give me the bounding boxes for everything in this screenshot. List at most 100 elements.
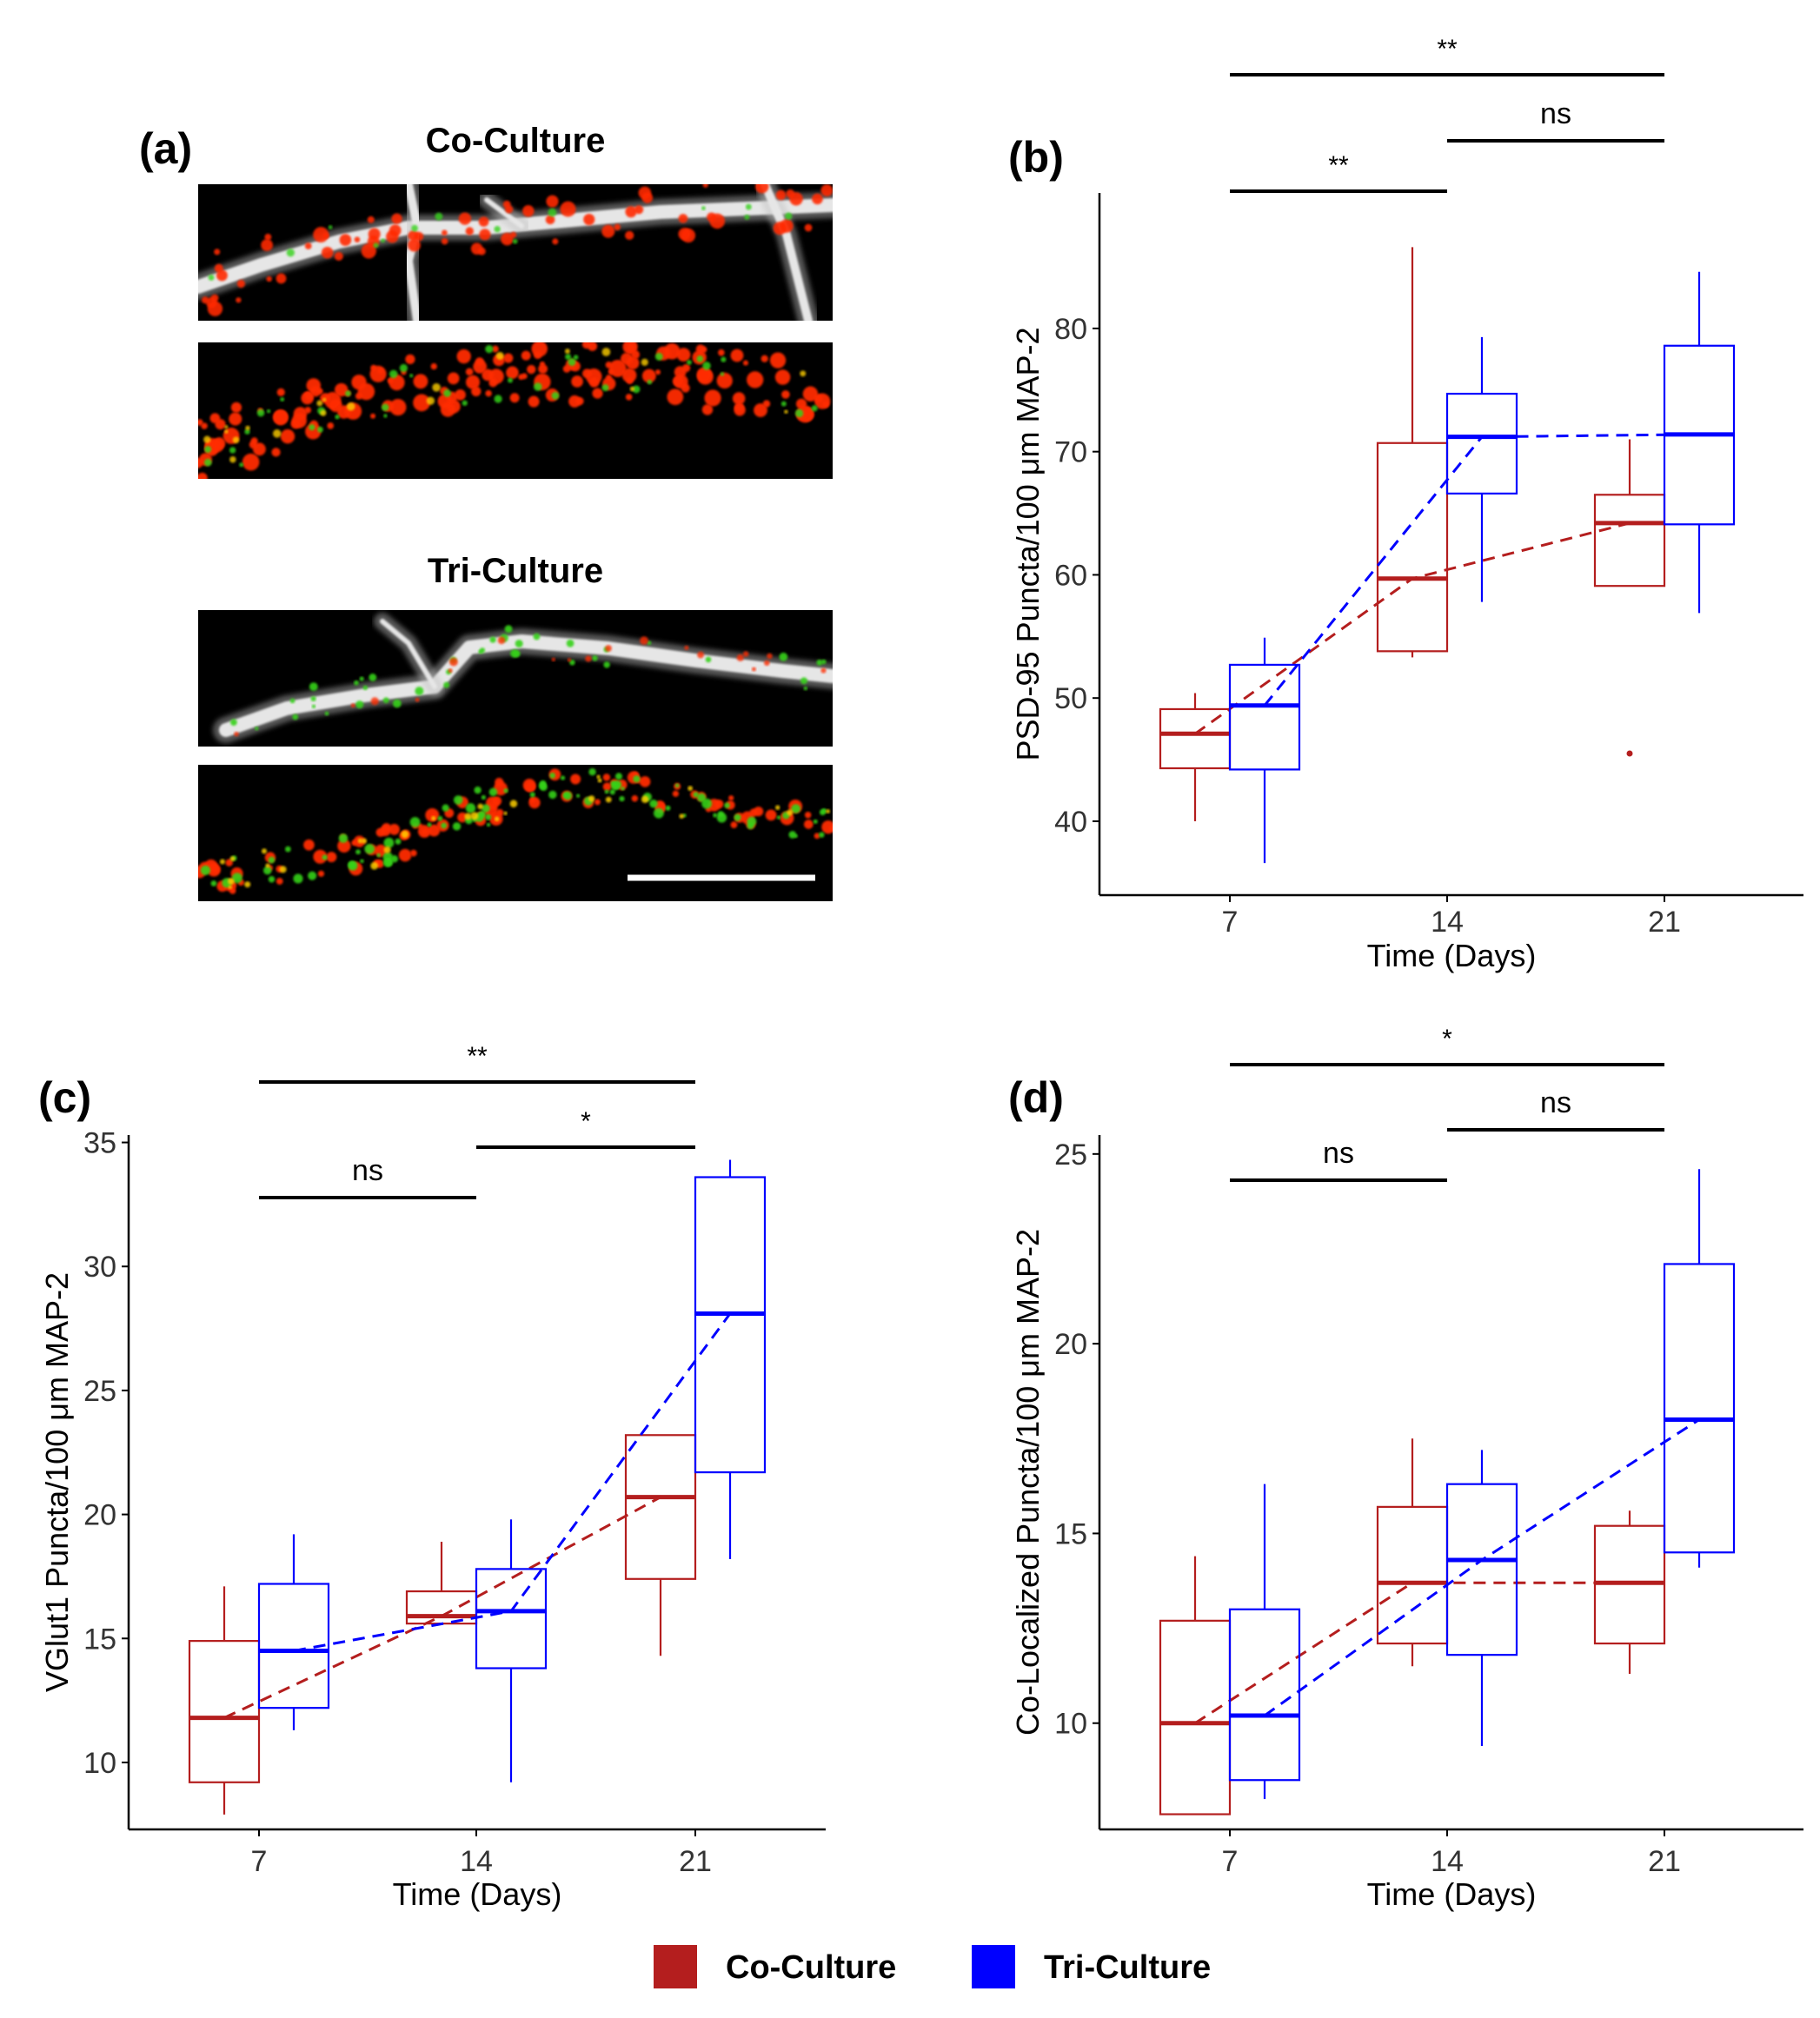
puncta [506,366,519,380]
puncta [754,807,764,817]
significance-bracket: ** [1230,35,1664,76]
dendrite [198,198,833,294]
puncta [774,369,791,385]
puncta [730,821,738,829]
puncta [317,870,325,877]
puncta [608,359,627,377]
x-tick-label: 21 [1648,1845,1681,1878]
puncta [409,817,421,827]
significance-label: * [581,1107,591,1136]
significance-bracket: ** [259,1042,695,1084]
puncta [203,458,212,467]
puncta [630,349,641,360]
co-culture-image-title: Co-Culture [426,122,606,160]
box-body [1445,1483,1518,1656]
puncta [581,368,592,379]
puncta [198,457,203,468]
puncta [521,373,528,380]
puncta [816,659,823,666]
puncta [714,800,724,809]
puncta [641,368,656,383]
puncta [250,437,258,445]
box-body [1376,441,1449,653]
puncta [268,876,276,883]
puncta [334,251,343,261]
puncta [324,711,329,716]
puncta [409,374,414,378]
puncta [266,409,271,414]
puncta [802,386,819,402]
puncta [210,294,219,302]
puncta [501,232,514,246]
puncta [471,386,482,396]
puncta [811,405,818,412]
x-axis-title: Time (Days) [1367,1876,1537,1912]
puncta [605,796,612,803]
puncta [786,189,795,198]
puncta [457,812,468,823]
y-axis-title: Co-Localized Puncta/100 μm MAP-2 [1010,1229,1046,1736]
puncta [647,379,653,385]
puncta [351,840,357,846]
puncta [355,849,361,855]
significance-bracket: ns [1447,97,1664,143]
box-body [1159,707,1232,770]
median-trend-line [223,1496,661,1719]
y-tick-label: 25 [1054,1138,1087,1172]
puncta [261,239,274,251]
puncta [679,813,685,820]
puncta [510,231,517,238]
puncta [389,824,400,835]
significance-label: ** [1328,151,1349,180]
box-body [1593,494,1666,587]
puncta [667,388,684,406]
y-tick-label: 15 [1054,1517,1087,1550]
significance-label: ns [1323,1137,1354,1170]
puncta [583,213,595,226]
puncta [230,402,242,413]
puncta [383,414,388,418]
puncta [566,639,575,647]
puncta [672,375,684,388]
puncta [780,219,794,233]
puncta [228,878,235,885]
puncta [369,413,376,419]
puncta [631,794,639,802]
puncta [236,279,246,289]
puncta [489,636,496,643]
puncta [408,238,421,252]
puncta [528,395,540,408]
puncta [413,394,430,412]
puncta [821,820,833,834]
puncta [335,415,340,420]
puncta [621,368,637,383]
puncta [744,214,750,220]
puncta [732,392,746,405]
y-tick-label: 20 [1054,1328,1087,1361]
significance-label: * [1442,1025,1452,1053]
puncta [529,792,535,798]
puncta [696,367,712,382]
puncta [672,790,680,797]
puncta [231,873,242,884]
box-7 [1159,693,1232,821]
puncta [239,462,244,468]
puncta [588,377,600,388]
puncta [362,838,368,844]
puncta [253,442,266,456]
puncta [681,383,690,393]
puncta [442,804,449,812]
puncta [575,793,581,798]
puncta [305,392,314,401]
chart-panel-2: (d) 10 15 20 25 7 14 21 Time (Days) Co-Localized … [1008,1025,1803,1912]
puncta [724,802,730,809]
puncta [784,409,788,415]
puncta [369,365,387,382]
puncta [326,852,337,863]
puncta [791,804,800,813]
puncta [687,360,692,365]
legend-label-tri-culture: Tri-Culture [1044,1949,1211,1986]
x-tick-label: 7 [1222,906,1239,939]
puncta [286,249,296,257]
puncta [663,342,681,360]
